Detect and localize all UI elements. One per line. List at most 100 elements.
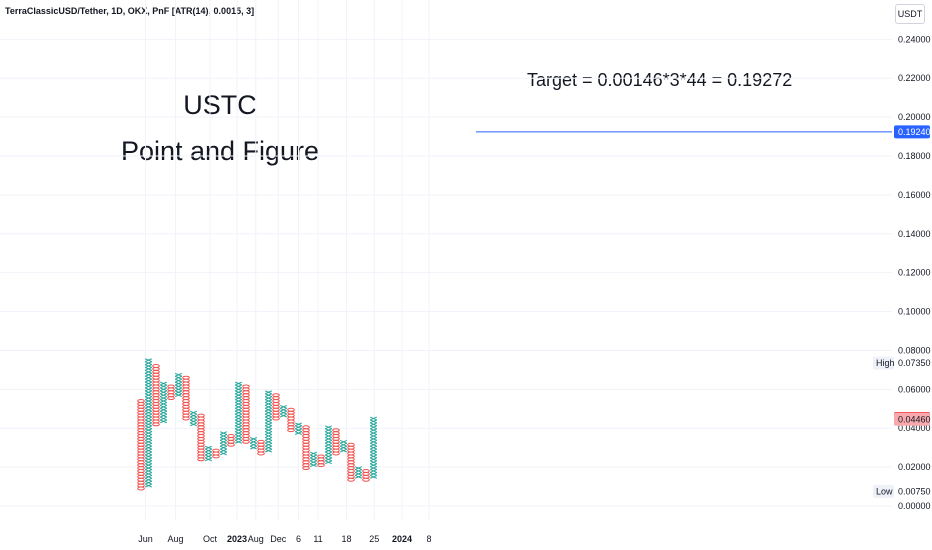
x-box — [175, 390, 182, 395]
x-box — [325, 442, 332, 447]
o-column — [302, 425, 310, 471]
o-box — [317, 454, 325, 459]
x-box — [145, 416, 152, 421]
x-box — [145, 457, 152, 462]
o-column — [197, 413, 205, 462]
previous-price-badge — [894, 412, 930, 426]
x-box — [160, 416, 167, 421]
y-tick-label: 0.10000 — [898, 307, 931, 317]
x-box — [145, 469, 152, 473]
x-box — [145, 390, 152, 395]
o-column — [272, 393, 280, 421]
previous-price-label: 0.04460 — [898, 414, 931, 424]
x-box — [340, 442, 347, 447]
y-tick-label: 0.00000 — [898, 501, 931, 511]
x-box — [355, 474, 362, 479]
currency-button[interactable]: USDT — [895, 4, 925, 24]
x-box — [175, 393, 182, 398]
x-box — [370, 425, 377, 430]
x-box — [205, 454, 212, 459]
x-box — [205, 445, 212, 450]
x-box — [175, 375, 182, 380]
o-column — [347, 442, 355, 482]
x-box — [370, 445, 377, 450]
x-box — [235, 399, 242, 403]
x-box — [160, 381, 167, 386]
o-column — [212, 448, 220, 459]
x-box — [205, 451, 212, 456]
x-box — [220, 451, 227, 456]
x-box — [265, 425, 272, 430]
y-tick-label: 0.16000 — [898, 190, 931, 200]
x-box — [370, 428, 377, 433]
x-box — [235, 404, 242, 409]
x-box — [325, 434, 332, 438]
x-box — [160, 396, 167, 400]
x-box — [265, 419, 272, 424]
x-box — [310, 451, 317, 456]
x-box — [175, 384, 182, 389]
x-box — [325, 457, 332, 462]
x-box — [325, 454, 332, 459]
o-box — [152, 364, 160, 368]
x-box — [235, 402, 242, 406]
y-tick-label: 0.02000 — [898, 462, 931, 472]
o-column — [362, 469, 370, 482]
o-box — [197, 413, 205, 418]
x-box — [265, 434, 272, 438]
x-box — [250, 445, 257, 450]
x-box — [310, 454, 317, 459]
y-tick-label: 0.08000 — [898, 345, 931, 355]
x-tick-label: Aug — [248, 534, 264, 544]
x-box — [235, 431, 242, 435]
o-column — [287, 407, 295, 433]
y-tick-label: 0.20000 — [898, 112, 931, 122]
high-price-badge — [894, 356, 930, 370]
x-column — [340, 439, 347, 453]
x-tick-label: 11 — [313, 534, 322, 544]
x-box — [235, 434, 242, 438]
x-box — [295, 422, 302, 427]
high-caption: High — [876, 358, 895, 368]
x-box — [325, 428, 332, 433]
x-box — [175, 372, 182, 377]
x-box — [205, 457, 212, 462]
o-box — [167, 384, 175, 389]
y-tick-label: 0.24000 — [898, 34, 931, 44]
x-box — [325, 445, 332, 450]
x-box — [145, 372, 152, 377]
x-box — [145, 410, 152, 415]
x-box — [370, 457, 377, 462]
x-tick-label: 2024 — [392, 534, 412, 544]
x-box — [310, 463, 317, 468]
x-column — [370, 416, 377, 479]
x-box — [145, 393, 152, 398]
x-box — [220, 434, 227, 438]
x-box — [370, 419, 377, 424]
x-box — [160, 390, 167, 395]
low-price-label: 0.00750 — [898, 486, 931, 496]
x-box — [145, 361, 152, 365]
x-column — [160, 381, 167, 424]
x-box — [160, 399, 167, 403]
x-box — [145, 474, 152, 479]
x-box — [250, 442, 257, 447]
x-box — [265, 407, 272, 412]
target-price-badge — [894, 125, 930, 139]
x-box — [160, 419, 167, 424]
x-box — [145, 431, 152, 435]
x-box — [265, 442, 272, 447]
x-box — [265, 399, 272, 403]
x-box — [325, 439, 332, 444]
x-column — [205, 445, 212, 462]
o-box — [362, 469, 370, 473]
x-column — [235, 381, 242, 444]
x-box — [325, 460, 332, 465]
x-box — [280, 407, 287, 412]
x-box — [265, 445, 272, 450]
x-box — [325, 425, 332, 430]
x-box — [235, 396, 242, 400]
x-box — [325, 431, 332, 435]
x-box — [145, 437, 152, 441]
